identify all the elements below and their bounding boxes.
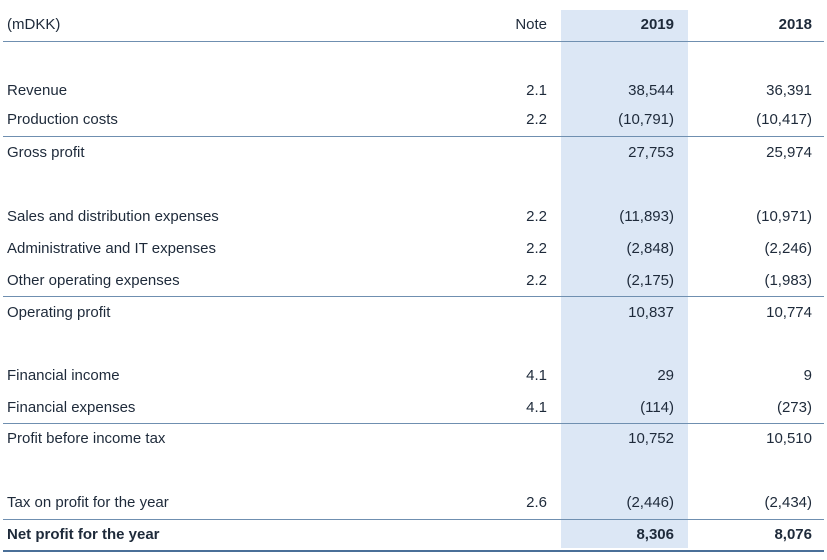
unit-label: (mDKK) bbox=[7, 16, 61, 33]
row-value-2019: (2,446) bbox=[626, 494, 674, 511]
table-row-sales-distribution: Sales and distribution expenses 2.2 (11,… bbox=[0, 202, 827, 232]
row-value-2019: (10,791) bbox=[618, 111, 674, 128]
row-note: 2.2 bbox=[526, 272, 547, 289]
row-value-2018: 10,510 bbox=[766, 430, 812, 447]
row-label: Profit before income tax bbox=[7, 430, 166, 447]
table-header: (mDKK) Note 2019 2018 bbox=[0, 10, 827, 40]
row-value-2019: (11,893) bbox=[619, 208, 674, 225]
row-label: Net profit for the year bbox=[7, 526, 160, 543]
row-value-2019: 10,837 bbox=[628, 304, 674, 321]
table-row-net-profit: Net profit for the year 8,306 8,076 bbox=[0, 520, 827, 550]
row-value-2019: 38,544 bbox=[628, 82, 674, 99]
row-label: Tax on profit for the year bbox=[7, 494, 169, 511]
year-2019-highlight bbox=[561, 10, 688, 548]
row-value-2018: (10,971) bbox=[756, 208, 812, 225]
row-label: Production costs bbox=[7, 111, 118, 128]
row-value-2018: 36,391 bbox=[766, 82, 812, 99]
subtotal-rule bbox=[3, 296, 824, 297]
row-value-2018: (2,246) bbox=[764, 240, 812, 257]
row-value-2019: (2,848) bbox=[626, 240, 674, 257]
table-row-administrative-it: Administrative and IT expenses 2.2 (2,84… bbox=[0, 234, 827, 264]
row-label: Sales and distribution expenses bbox=[7, 208, 219, 225]
row-label: Gross profit bbox=[7, 144, 85, 161]
row-note: 2.1 bbox=[526, 82, 547, 99]
row-note: 4.1 bbox=[526, 367, 547, 384]
table-row-profit-before-tax: Profit before income tax 10,752 10,510 bbox=[0, 424, 827, 454]
row-value-2018: 25,974 bbox=[766, 144, 812, 161]
row-value-2019: 10,752 bbox=[628, 430, 674, 447]
table-row-financial-income: Financial income 4.1 29 9 bbox=[0, 361, 827, 391]
table-row-other-operating: Other operating expenses 2.2 (2,175) (1,… bbox=[0, 266, 827, 296]
total-rule bbox=[3, 519, 824, 520]
row-value-2019: 8,306 bbox=[636, 526, 674, 543]
table-row-revenue: Revenue 2.1 38,544 36,391 bbox=[0, 76, 827, 106]
row-label: Financial income bbox=[7, 367, 120, 384]
year-2019-header: 2019 bbox=[640, 16, 674, 33]
row-value-2019: 27,753 bbox=[628, 144, 674, 161]
subtotal-rule bbox=[3, 136, 824, 137]
table-row-operating-profit: Operating profit 10,837 10,774 bbox=[0, 298, 827, 328]
table-row-production-costs: Production costs 2.2 (10,791) (10,417) bbox=[0, 105, 827, 135]
row-label: Other operating expenses bbox=[7, 272, 180, 289]
row-value-2018: (273) bbox=[776, 399, 812, 416]
row-value-2018: (1,983) bbox=[764, 272, 812, 289]
row-note: 2.2 bbox=[526, 240, 547, 257]
table-row-gross-profit: Gross profit 27,753 25,974 bbox=[0, 138, 827, 168]
row-value-2018: (10,417) bbox=[756, 111, 812, 128]
row-label: Administrative and IT expenses bbox=[7, 240, 216, 257]
year-2018-header: 2018 bbox=[778, 16, 812, 33]
row-label: Operating profit bbox=[7, 304, 111, 321]
row-value-2019: (2,175) bbox=[626, 272, 674, 289]
row-value-2018: (2,434) bbox=[764, 494, 812, 511]
row-value-2018: 8,076 bbox=[774, 526, 812, 543]
row-note: 2.6 bbox=[526, 494, 547, 511]
row-value-2019: (114) bbox=[640, 399, 674, 416]
row-note: 2.2 bbox=[526, 111, 547, 128]
row-value-2019: 29 bbox=[657, 367, 674, 384]
subtotal-rule bbox=[3, 423, 824, 424]
row-label: Revenue bbox=[7, 82, 68, 99]
row-value-2018: 9 bbox=[803, 367, 812, 384]
row-label: Financial expenses bbox=[7, 399, 136, 416]
row-note: 2.2 bbox=[526, 208, 547, 225]
table-row-financial-expenses: Financial expenses 4.1 (114) (273) bbox=[0, 393, 827, 423]
bottom-rule bbox=[3, 550, 824, 552]
header-rule bbox=[3, 41, 824, 42]
row-value-2018: 10,774 bbox=[766, 304, 812, 321]
note-header: Note bbox=[515, 16, 547, 33]
row-note: 4.1 bbox=[526, 399, 547, 416]
table-row-tax: Tax on profit for the year 2.6 (2,446) (… bbox=[0, 488, 827, 518]
